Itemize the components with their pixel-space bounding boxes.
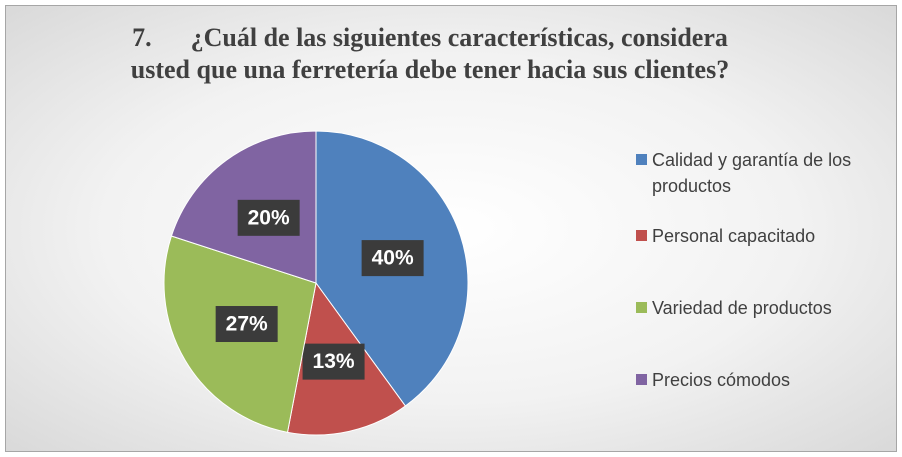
data-label: 20%: [248, 206, 290, 229]
data-label-box: [361, 240, 424, 277]
legend-label: Variedad de productos: [652, 298, 832, 318]
legend-swatch: [636, 230, 647, 241]
data-label-box: [215, 306, 278, 343]
data-label: 27%: [226, 313, 268, 336]
legend: Calidad y garantía de los productos Perso…: [634, 147, 894, 393]
chart-title: 7. ¿Cuál de las siguientes característic…: [130, 23, 735, 84]
legend-item: Calidad y garantía de los productos: [634, 147, 894, 199]
legend-label: Personal capacitado: [652, 226, 816, 246]
data-label: 40%: [372, 247, 414, 270]
legend-item: Variedad de productos: [634, 295, 894, 321]
legend-swatch: [636, 154, 647, 165]
legend-label: Calidad y garantía de los productos: [652, 150, 852, 196]
data-label-box: [302, 343, 365, 380]
legend-label: Precios cómodos: [652, 370, 791, 390]
data-label-box: [237, 199, 300, 236]
legend-item: Precios cómodos: [634, 367, 894, 393]
data-label: 13%: [313, 350, 355, 373]
legend-swatch: [636, 302, 647, 313]
legend-swatch: [636, 374, 647, 385]
legend-item: Personal capacitado: [634, 223, 894, 249]
